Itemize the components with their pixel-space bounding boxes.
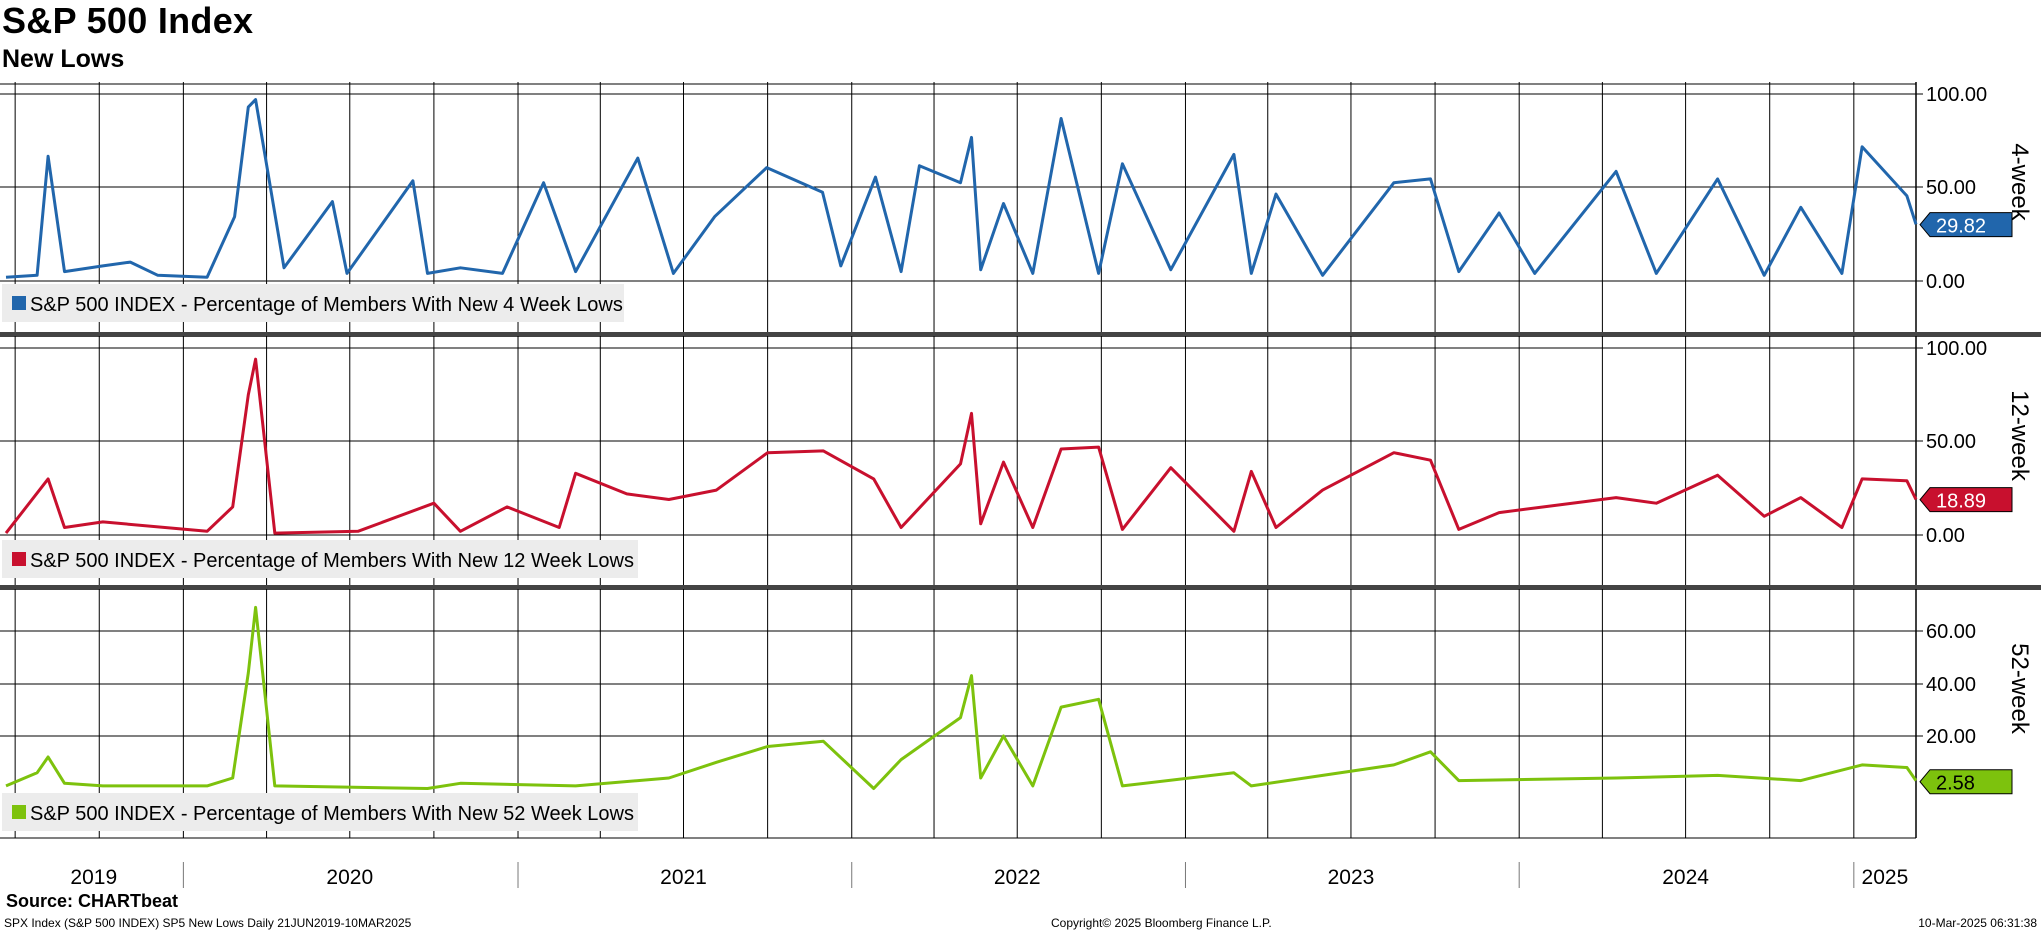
legend-background: [2, 540, 638, 578]
x-tick-label: 2019: [70, 866, 117, 889]
legend-background: [2, 793, 638, 831]
chart-title: S&P 500 Index: [2, 0, 254, 41]
panel-4w: 100.00 50.00 0.00 29.82 4-week S&P 500 INDEX …: [0, 82, 2041, 337]
legend-background: [2, 284, 624, 322]
legend-label: S&P 500 INDEX - Percentage of Members Wi…: [30, 803, 634, 825]
source-note: Source: CHARTbeat: [6, 891, 179, 911]
legend-label: S&P 500 INDEX - Percentage of Members Wi…: [30, 550, 634, 572]
panel-side-label: 52-week: [2006, 643, 2033, 735]
x-tick-label: 2023: [1328, 866, 1375, 889]
series-line-12w: [4, 357, 1918, 535]
footer-timestamp: 10-Mar-2025 06:31:38: [1918, 916, 2037, 930]
footer-ticker: SPX Index (S&P 500 INDEX) SP5 New Lows D…: [4, 916, 412, 930]
x-axis: 2019 2020 2021 2022 2023 2024 2025: [0, 837, 1916, 889]
y-tick-label: 50.00: [1926, 177, 1976, 199]
legend-4w: S&P 500 INDEX - Percentage of Members Wi…: [2, 284, 624, 322]
last-value-label: 29.82: [1936, 216, 1986, 238]
panel-separator: [0, 585, 2041, 590]
last-value-tag-4w: 29.82: [1919, 212, 2013, 238]
panel-12w: 100.00 50.00 0.00 18.89 12-week S&P 500 INDEX…: [0, 336, 2041, 590]
legend-swatch: [12, 296, 26, 310]
last-value-label: 18.89: [1936, 491, 1986, 513]
series-line-4w: [5, 98, 1918, 279]
last-value-label: 2.58: [1936, 773, 1975, 795]
last-value-badge: [1919, 487, 2013, 513]
y-tick-label: 40.00: [1926, 674, 1976, 696]
legend-swatch: [12, 805, 26, 819]
y-tick-label: 0.00: [1926, 525, 1965, 547]
panel-side-label: 4-week: [2006, 143, 2033, 221]
x-tick-label: 2024: [1662, 866, 1709, 889]
series-line-52w: [5, 605, 1918, 790]
y-tick-label: 0.00: [1926, 271, 1965, 293]
legend-52w: S&P 500 INDEX - Percentage of Members Wi…: [2, 793, 638, 831]
last-value-tag-12w: 18.89: [1919, 487, 2013, 513]
legend-label: S&P 500 INDEX - Percentage of Members Wi…: [30, 294, 623, 316]
y-tick-label: 20.00: [1926, 726, 1976, 748]
x-tick-label: 2022: [994, 866, 1041, 889]
last-value-tag-52w: 2.58: [1919, 769, 2013, 795]
panel-side-label: 12-week: [2006, 390, 2033, 482]
y-tick-label: 100.00: [1926, 338, 1987, 360]
y-tick-label: 60.00: [1926, 621, 1976, 643]
x-tick-label: 2020: [326, 866, 373, 889]
last-value-badge: [1919, 212, 2013, 238]
legend-swatch: [12, 552, 26, 566]
chart-subtitle: New Lows: [2, 45, 125, 73]
footer-copyright: Copyright© 2025 Bloomberg Finance L.P.: [1051, 916, 1272, 930]
last-value-badge: [1919, 769, 2013, 795]
y-tick-label: 50.00: [1926, 431, 1976, 453]
panel-separator: [0, 332, 2041, 337]
legend-12w: S&P 500 INDEX - Percentage of Members Wi…: [2, 540, 638, 578]
x-tick-label: 2025: [1862, 866, 1909, 889]
x-tick-label: 2021: [660, 866, 707, 889]
panel-52w: 60.00 40.00 20.00 2.58 52-week S&P 500 INDEX …: [0, 589, 2033, 838]
y-tick-label: 100.00: [1926, 84, 1987, 106]
